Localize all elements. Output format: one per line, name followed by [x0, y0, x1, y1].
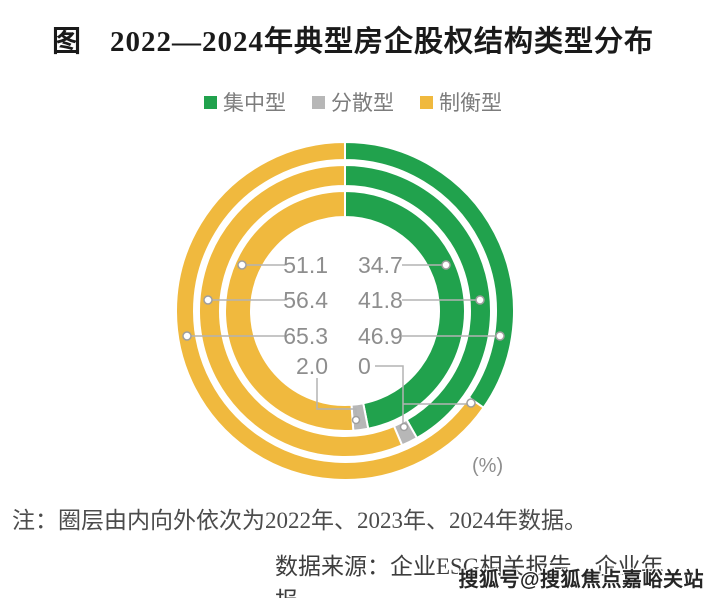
data-source: 数据来源：企业ESG相关报告、企业年报。 — [275, 554, 664, 598]
legend-label-balanced: 制衡型 — [439, 92, 502, 115]
legend-item-concentrated: 集中型 — [204, 87, 286, 117]
value-label-right-row2: 41.8 — [358, 287, 403, 313]
ring-2024-制衡型 — [175, 140, 485, 481]
legend-swatch-dispersed — [312, 95, 325, 109]
value-label-left-row3: 65.3 — [283, 323, 328, 349]
leader-dot — [203, 295, 213, 305]
leader-dot — [441, 260, 451, 270]
leader-line — [375, 365, 404, 425]
leader-dot — [495, 331, 505, 341]
legend-label-dispersed: 分散型 — [331, 92, 394, 115]
value-label-right-row3: 46.9 — [358, 323, 403, 349]
ring-2023-制衡型 — [198, 163, 404, 458]
page-title: 图 2022—2024年典型房企股权结构类型分布 — [0, 18, 706, 60]
value-label-right-row1: 34.7 — [358, 252, 403, 278]
legend: 集中型 分散型 制衡型 — [0, 87, 706, 117]
leader-dot — [351, 415, 361, 425]
leader-dot — [399, 422, 409, 432]
leader-dot — [182, 331, 192, 341]
value-label-left-row2: 56.4 — [283, 287, 328, 313]
unit-label: (%) — [472, 455, 504, 477]
value-label-left-row1: 51.1 — [283, 252, 328, 278]
ring-2022-制衡型 — [224, 189, 355, 432]
legend-label-concentrated: 集中型 — [223, 92, 286, 115]
leader-dot — [475, 295, 485, 305]
leader-line — [316, 378, 357, 415]
title-prefix: 图 — [51, 26, 82, 58]
leader-dot — [237, 260, 247, 270]
watermark: 搜狐号@搜狐焦点嘉峪关站 — [458, 569, 704, 591]
value-label-right-row4: 0 — [358, 353, 371, 379]
legend-item-balanced: 制衡型 — [420, 87, 502, 117]
title-text: 2022—2024年典型房企股权结构类型分布 — [110, 26, 655, 58]
value-label-left-row4: 2.0 — [296, 353, 328, 379]
legend-swatch-concentrated — [204, 95, 217, 109]
leader-dot — [466, 398, 476, 408]
footnote: 注：圈层由内向外依次为2022年、2023年、2024年数据。 — [12, 508, 587, 533]
legend-item-dispersed: 分散型 — [312, 87, 394, 117]
legend-swatch-balanced — [420, 95, 433, 109]
